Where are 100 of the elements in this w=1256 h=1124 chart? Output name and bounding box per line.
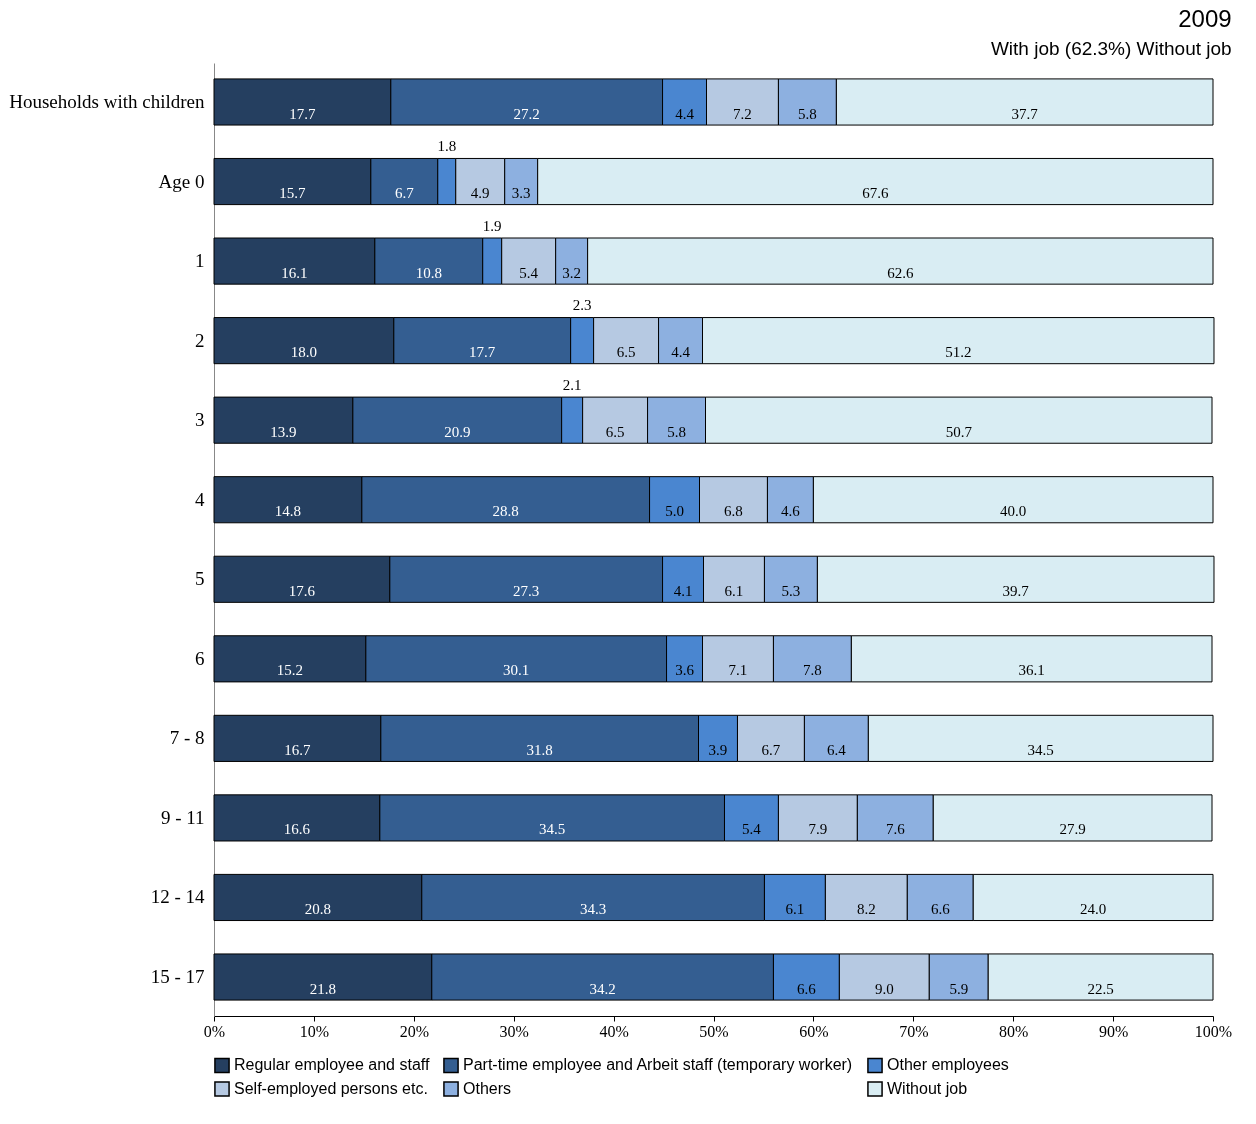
data-label: 27.3 [513,582,540,599]
data-label: 34.3 [580,901,607,918]
data-label: 3.9 [708,741,728,758]
data-label: 14.8 [274,503,302,520]
data-label: 6.5 [616,344,636,361]
y-tick-label: 2 [195,329,205,351]
data-label: 3.2 [562,264,582,281]
data-label: 34.5 [1027,741,1054,758]
data-label: 7.6 [885,821,906,838]
data-label: 4.1 [673,582,693,599]
data-label: 6.1 [724,582,744,599]
data-label: 50.7 [945,423,973,440]
data-label: 7.9 [808,821,828,838]
data-label: 6.5 [605,423,625,440]
x-tick-label: 60% [799,1022,829,1040]
y-tick-label: 3 [195,409,205,431]
data-label: 5.4 [742,821,762,838]
data-label: 17.7 [469,344,496,361]
data-label: 4.6 [781,503,801,520]
y-tick-label: 1 [195,250,205,272]
data-label: 6.6 [930,901,951,918]
data-label: 13.9 [270,423,297,440]
y-tick-label: 6 [195,647,205,669]
y-tick-label: 9 - 11 [160,806,205,828]
data-label: 20.9 [444,423,471,440]
x-tick-label: 10% [299,1022,330,1040]
data-label: 24.0 [1079,901,1107,918]
y-tick-label: 4 [195,488,205,510]
data-label: 5.3 [781,582,801,599]
data-label: 7.2 [733,105,752,122]
y-tick-label: Age 0 [158,170,205,192]
data-label: 34.2 [589,980,616,997]
data-label: 5.8 [667,423,686,440]
data-label: 67.6 [862,185,889,202]
data-label: 27.2 [513,105,540,122]
data-label: 5.8 [798,105,817,122]
data-label: 2.1 [562,376,582,393]
data-label: 1.8 [437,138,457,155]
chart-title: 2009 [1178,5,1232,32]
data-label: 16.1 [281,264,308,281]
text: With job (62.3%) Without job [990,38,1232,59]
data-label: 2.3 [572,297,592,314]
legend-label: Others [463,1080,512,1097]
data-label: 5.4 [519,264,539,281]
data-label: 15.2 [276,662,304,679]
data-label: 8.2 [856,901,876,918]
data-label: 7.1 [728,662,748,679]
data-label: 40.0 [1000,503,1027,520]
legend-label: Other employees [887,1056,1009,1074]
x-tick-label: 50% [699,1022,729,1040]
data-label: 31.8 [526,741,553,758]
data-label: 51.2 [945,344,972,361]
legend-label: Part-time employee and Arbeit staff (temporary worker) [463,1056,853,1074]
data-label: 39.7 [1002,582,1030,599]
legend-label: Self-employed persons etc. [234,1080,428,1097]
data-label: 16.7 [284,741,312,758]
x-tick-label: 80% [999,1022,1029,1040]
data-label: 4.9 [470,185,490,202]
data-label: 34.5 [539,821,566,838]
data-label: 18.0 [290,344,318,361]
data-label: 21.8 [309,980,337,997]
data-label: 17.6 [288,582,316,599]
data-label: 20.8 [304,901,332,918]
data-label: 28.8 [492,503,519,520]
data-label: 6.7 [394,185,415,202]
y-tick-label: 15 - 17 [150,966,205,988]
x-tick-label: 90% [1098,1022,1129,1040]
data-label: 6.1 [785,901,805,918]
data-label: 6.6 [797,980,817,997]
legend-label: Regular employee and staff [234,1056,430,1074]
y-tick-label: 5 [195,568,205,590]
y-tick-label: Households with children [9,90,205,112]
data-label: 62.6 [887,264,914,281]
data-label: 6.7 [761,741,781,758]
data-label: 5.9 [949,980,969,997]
data-label: 17.7 [289,105,317,122]
data-label: 6.4 [827,741,847,758]
y-tick-label: 12 - 14 [150,886,205,908]
data-label: 4.4 [671,344,691,361]
data-label: 36.1 [1018,662,1045,679]
x-tick-label: 20% [399,1022,429,1040]
data-label: 7.8 [803,662,822,679]
data-label: 1.9 [482,217,502,234]
x-tick-label: 0% [203,1022,226,1040]
data-label: 4.4 [675,105,695,122]
data-label: 22.5 [1087,980,1114,997]
y-tick-label: 7 - 8 [169,727,205,749]
data-label: 16.6 [283,821,311,838]
data-label: 9.0 [874,980,894,997]
x-tick-label: 40% [599,1022,629,1040]
data-label: 15.7 [279,185,307,202]
data-label: 6.8 [724,503,743,520]
data-label: 10.8 [415,264,442,281]
x-tick-label: 30% [499,1022,529,1040]
data-label: 3.6 [675,662,695,679]
data-label: 3.3 [511,185,531,202]
data-label: 37.7 [1011,105,1039,122]
data-label: 5.0 [665,503,684,520]
data-label: 30.1 [503,662,530,679]
x-tick-label: 100% [1194,1022,1233,1040]
